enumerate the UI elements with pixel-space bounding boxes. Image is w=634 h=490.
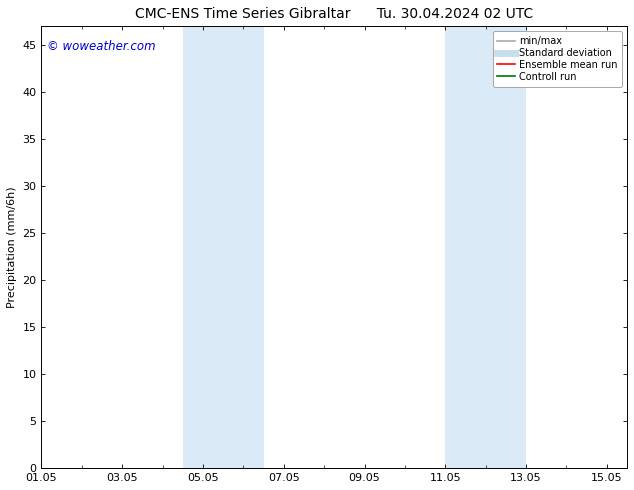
Legend: min/max, Standard deviation, Ensemble mean run, Controll run: min/max, Standard deviation, Ensemble me… [493,31,622,87]
Title: CMC-ENS Time Series Gibraltar      Tu. 30.04.2024 02 UTC: CMC-ENS Time Series Gibraltar Tu. 30.04.… [135,7,533,21]
Text: © woweather.com: © woweather.com [48,40,156,52]
Bar [183,26,264,468]
Y-axis label: Precipitation (mm/6h): Precipitation (mm/6h) [7,186,17,308]
Bar [445,26,526,468]
